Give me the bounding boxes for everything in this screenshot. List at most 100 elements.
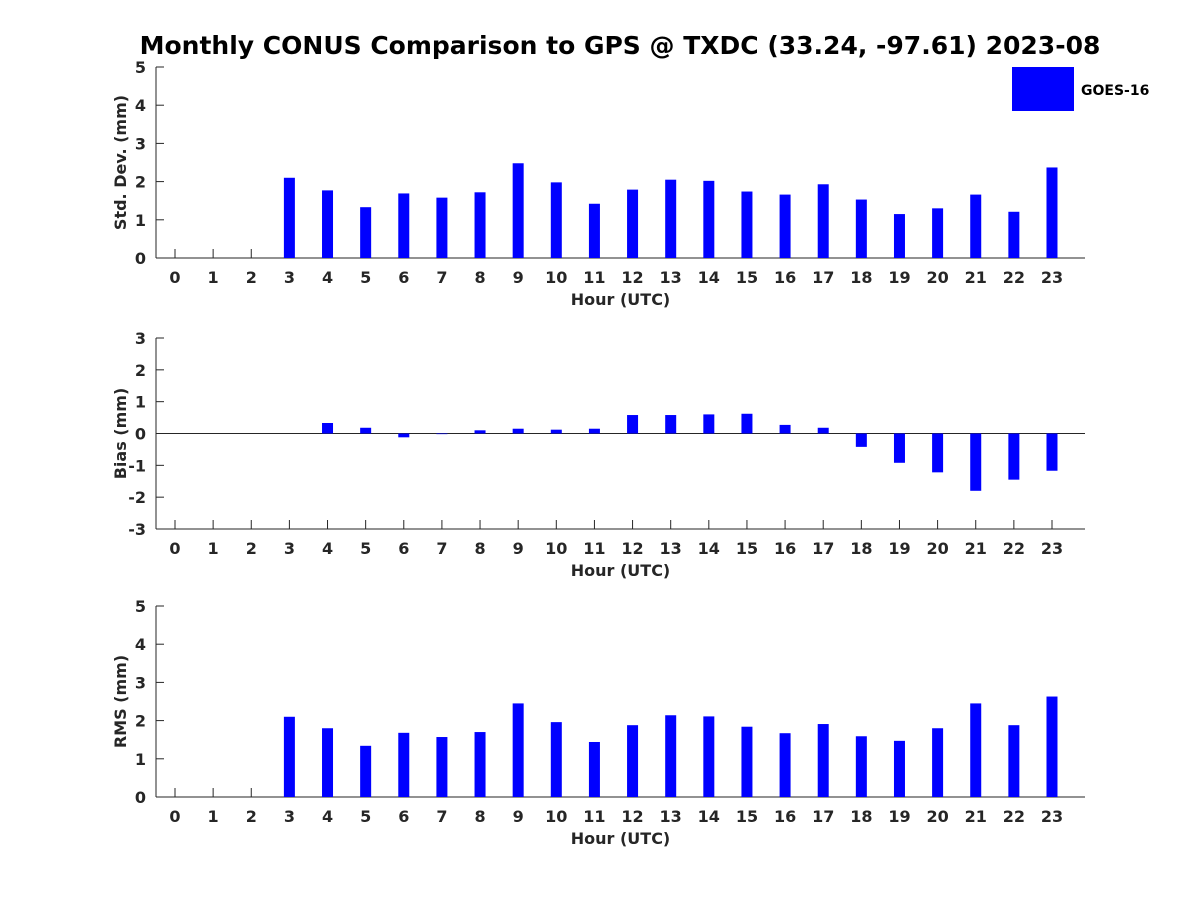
rms-y-tick-label: 2 xyxy=(135,712,146,731)
rms-x-tick-label: 1 xyxy=(208,807,219,826)
std-dev-bar xyxy=(627,189,639,258)
std-dev-x-tick-label: 17 xyxy=(812,268,834,287)
rms-bar xyxy=(893,740,905,797)
rms-bar xyxy=(817,724,829,797)
bias-bar xyxy=(703,414,715,434)
rms-bar xyxy=(283,716,295,797)
std-dev-x-axis-label: Hour (UTC) xyxy=(571,290,671,309)
bias-y-tick-label: -2 xyxy=(128,488,146,507)
rms-x-tick-label: 17 xyxy=(812,807,834,826)
bias-x-tick-label: 8 xyxy=(474,539,485,558)
rms-bar xyxy=(932,728,944,797)
rms-x-tick-label: 8 xyxy=(474,807,485,826)
std-dev-bar xyxy=(360,207,372,258)
bias-bar xyxy=(588,428,600,434)
std-dev-x-tick-label: 4 xyxy=(322,268,333,287)
bias-x-tick-label: 18 xyxy=(850,539,872,558)
rms-bar xyxy=(855,736,867,797)
rms-y-tick-label: 1 xyxy=(135,750,146,769)
std-dev-y-tick-label: 0 xyxy=(135,249,146,268)
std-dev-x-tick-label: 6 xyxy=(398,268,409,287)
rms-bar xyxy=(970,703,982,797)
bias-x-tick-label: 10 xyxy=(545,539,567,558)
bias-x-tick-label: 6 xyxy=(398,539,409,558)
bias-bar xyxy=(436,433,448,435)
rms-bar xyxy=(398,732,410,797)
std-dev-bar xyxy=(550,182,562,258)
bias-x-tick-label: 23 xyxy=(1041,539,1063,558)
std-dev-x-tick-label: 11 xyxy=(583,268,605,287)
std-dev-bar xyxy=(703,180,715,258)
std-dev-bar xyxy=(855,199,867,258)
std-dev-x-tick-label: 12 xyxy=(621,268,643,287)
rms-x-tick-label: 21 xyxy=(965,807,987,826)
bias-bar xyxy=(1008,433,1020,480)
bias-bar xyxy=(322,422,334,434)
std-dev-bar xyxy=(588,203,600,258)
rms-x-tick-label: 0 xyxy=(169,807,180,826)
rms-x-tick-label: 22 xyxy=(1003,807,1025,826)
bias-y-tick-label: -1 xyxy=(128,456,146,475)
std-dev-bar xyxy=(1046,167,1058,258)
bias-x-tick-label: 17 xyxy=(812,539,834,558)
bias-bar xyxy=(665,415,677,434)
rms-y-tick-label: 5 xyxy=(135,597,146,616)
std-dev-x-tick-label: 23 xyxy=(1041,268,1063,287)
bias-x-axis-label: Hour (UTC) xyxy=(571,561,671,580)
rms-y-tick-label: 4 xyxy=(135,635,146,654)
rms-bar xyxy=(436,737,448,797)
bias-x-tick-label: 5 xyxy=(360,539,371,558)
rms-y-tick-label: 0 xyxy=(135,788,146,807)
rms-bar xyxy=(588,741,600,797)
bias-x-tick-label: 0 xyxy=(169,539,180,558)
rms-x-tick-label: 6 xyxy=(398,807,409,826)
rms-bar xyxy=(665,715,677,797)
std-dev-x-tick-label: 15 xyxy=(736,268,758,287)
bias-y-tick-label: 2 xyxy=(135,361,146,380)
rms-bar xyxy=(322,728,334,797)
bias-x-tick-label: 16 xyxy=(774,539,796,558)
rms-y-axis-label: RMS (mm) xyxy=(111,655,130,748)
std-dev-x-tick-label: 16 xyxy=(774,268,796,287)
rms-bar xyxy=(474,732,486,797)
std-dev-x-tick-label: 9 xyxy=(513,268,524,287)
rms-x-tick-label: 15 xyxy=(736,807,758,826)
rms-x-tick-label: 20 xyxy=(926,807,948,826)
std-dev-x-tick-label: 18 xyxy=(850,268,872,287)
std-dev-bar xyxy=(512,163,524,258)
rms-y-tick-label: 3 xyxy=(135,673,146,692)
std-dev-y-tick-label: 5 xyxy=(135,58,146,77)
legend-label: GOES-16 xyxy=(1081,83,1149,99)
std-dev-x-tick-label: 22 xyxy=(1003,268,1025,287)
bias-x-tick-label: 14 xyxy=(698,539,720,558)
std-dev-y-tick-label: 2 xyxy=(135,173,146,192)
bias-x-tick-label: 15 xyxy=(736,539,758,558)
rms-bar xyxy=(741,726,753,797)
std-dev-x-tick-label: 7 xyxy=(436,268,447,287)
rms-x-tick-label: 18 xyxy=(850,807,872,826)
bias-bar xyxy=(360,427,372,434)
std-dev-x-tick-label: 3 xyxy=(284,268,295,287)
std-dev-bar xyxy=(817,184,829,258)
bias-x-tick-label: 12 xyxy=(621,539,643,558)
bias-bar xyxy=(398,433,410,438)
std-dev-bar xyxy=(474,192,486,258)
std-dev-y-tick-label: 3 xyxy=(135,134,146,153)
rms-bar xyxy=(627,725,639,797)
rms-x-tick-label: 10 xyxy=(545,807,567,826)
chart-title: Monthly CONUS Comparison to GPS @ TXDC (… xyxy=(140,31,1101,60)
bias-x-tick-label: 4 xyxy=(322,539,333,558)
std-dev-x-tick-label: 1 xyxy=(208,268,219,287)
bias-bar xyxy=(474,430,486,434)
bias-bar xyxy=(741,413,753,434)
std-dev-bar xyxy=(665,179,677,258)
bias-y-tick-label: 1 xyxy=(135,393,146,412)
rms-bar xyxy=(1046,696,1058,797)
rms-bar xyxy=(703,716,715,797)
rms-x-tick-label: 7 xyxy=(436,807,447,826)
bias-bar xyxy=(627,415,639,434)
bias-y-axis-label: Bias (mm) xyxy=(111,388,130,480)
bias-y-tick-label: 3 xyxy=(135,329,146,348)
